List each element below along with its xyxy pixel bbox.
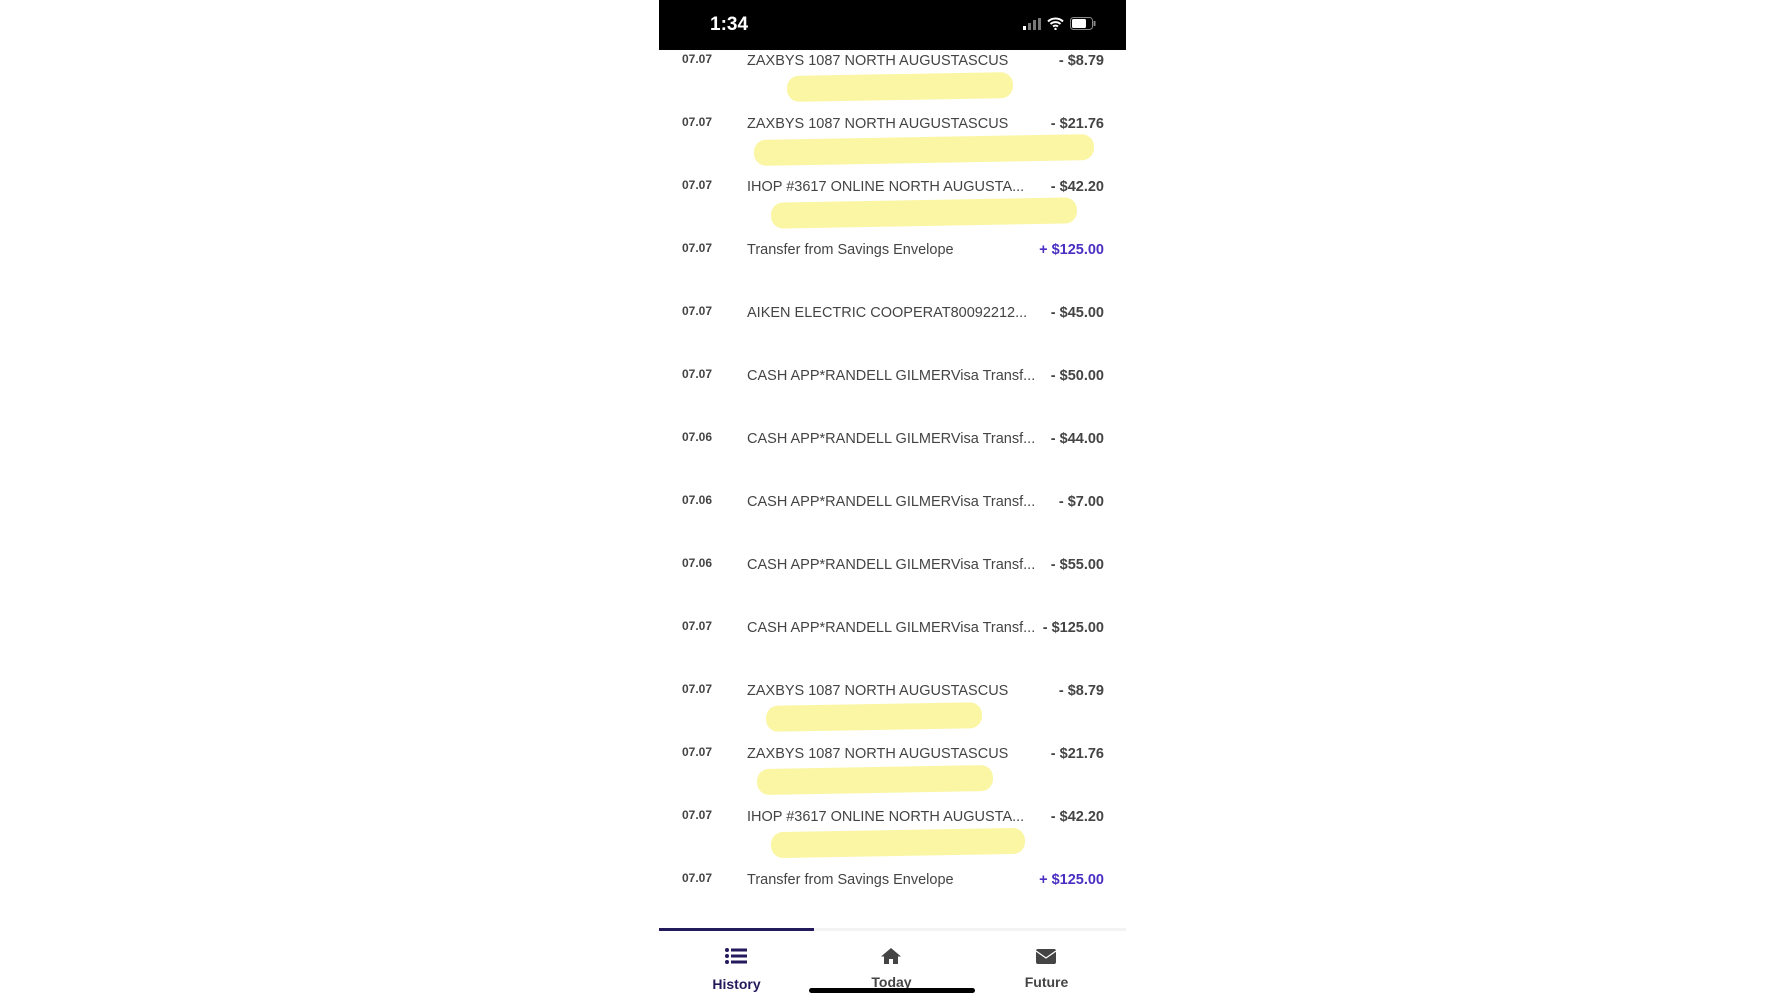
envelope-icon [1035, 949, 1057, 964]
transaction-amount: - $7.00 [1058, 494, 1104, 510]
transaction-date: 07.07 [682, 178, 713, 192]
transaction-description: ZAXBYS 1087 NORTH AUGUSTASCUS [747, 746, 1009, 762]
tab-label: Today [871, 974, 912, 990]
transaction-row[interactable]: 07.07 AIKEN ELECTRIC COOPERAT80092212...… [659, 304, 1126, 367]
transaction-description: ZAXBYS 1087 NORTH AUGUSTASCUS [747, 116, 1009, 132]
transaction-amount: - $42.20 [1050, 179, 1104, 195]
transaction-description: IHOP #3617 ONLINE NORTH AUGUSTA... [747, 179, 1025, 195]
transaction-amount: - $21.76 [1050, 746, 1104, 762]
transaction-date: 07.07 [682, 745, 713, 759]
transaction-description: Transfer from Savings Envelope [747, 872, 954, 888]
tab-future[interactable]: Future [969, 931, 1124, 1000]
highlight-mark [753, 134, 1095, 166]
transaction-date: 07.06 [682, 493, 713, 507]
home-indicator [809, 988, 975, 993]
list-icon [725, 948, 747, 964]
transaction-description: IHOP #3617 ONLINE NORTH AUGUSTA... [747, 809, 1025, 825]
transaction-amount: - $125.00 [1042, 620, 1104, 636]
status-bar: 1:34 [659, 0, 1126, 50]
tab-label: Future [1024, 974, 1069, 990]
transaction-row[interactable]: 07.07 ZAXBYS 1087 NORTH AUGUSTASCUS - $2… [659, 745, 1126, 808]
battery-icon [1070, 17, 1096, 30]
status-time: 1:34 [710, 14, 749, 35]
transaction-row[interactable]: 07.07 IHOP #3617 ONLINE NORTH AUGUSTA...… [659, 808, 1126, 871]
transaction-row[interactable]: 07.07 Transfer from Savings Envelope + $… [659, 241, 1126, 304]
transaction-amount: - $44.00 [1050, 431, 1104, 447]
transaction-date: 07.06 [682, 556, 713, 570]
transaction-date: 07.07 [682, 367, 713, 381]
transaction-description: Transfer from Savings Envelope [747, 242, 954, 258]
transaction-description: ZAXBYS 1087 NORTH AUGUSTASCUS [747, 683, 1009, 699]
transaction-row[interactable]: 07.07 Transfer from Savings Envelope + $… [659, 871, 1126, 934]
transaction-amount: - $8.79 [1058, 53, 1104, 69]
active-tab-indicator [659, 928, 814, 931]
transaction-date: 07.07 [682, 115, 713, 129]
transaction-amount: - $21.76 [1050, 116, 1104, 132]
transaction-date: 07.07 [682, 871, 713, 885]
highlight-mark [770, 827, 1026, 859]
transaction-row[interactable]: 07.07 CASH APP*RANDELL GILMERVisa Transf… [659, 619, 1126, 682]
tab-label: History [712, 976, 761, 992]
transaction-description: AIKEN ELECTRIC COOPERAT80092212... [747, 305, 1028, 321]
transaction-description: CASH APP*RANDELL GILMERVisa Transf... [747, 431, 1036, 447]
phone-screen: 1:34 07.07 ZAXBYS 1087 NORTH AUGUSTASCUS… [659, 0, 1126, 1000]
transaction-amount: - $42.20 [1050, 809, 1104, 825]
transaction-description: CASH APP*RANDELL GILMERVisa Transf... [747, 620, 1036, 636]
tab-today[interactable]: Today [814, 931, 969, 1000]
transaction-amount: + $125.00 [1039, 242, 1104, 258]
transaction-date: 07.07 [682, 682, 713, 696]
transaction-row[interactable]: 07.07 CASH APP*RANDELL GILMERVisa Transf… [659, 367, 1126, 430]
transaction-amount: - $45.00 [1050, 305, 1104, 321]
transaction-description: ZAXBYS 1087 NORTH AUGUSTASCUS [747, 53, 1009, 69]
transaction-date: 07.07 [682, 808, 713, 822]
signal-icon [1023, 17, 1041, 30]
transaction-amount: - $50.00 [1050, 368, 1104, 384]
highlight-mark [756, 764, 994, 796]
transaction-date: 07.07 [682, 619, 713, 633]
highlight-mark [770, 197, 1078, 229]
transaction-description: CASH APP*RANDELL GILMERVisa Transf... [747, 494, 1036, 510]
highlight-mark [786, 72, 1014, 102]
highlight-mark [765, 702, 983, 732]
transaction-row[interactable]: 07.06 CASH APP*RANDELL GILMERVisa Transf… [659, 493, 1126, 556]
wifi-icon [1047, 17, 1064, 30]
transaction-row[interactable]: 07.06 CASH APP*RANDELL GILMERVisa Transf… [659, 430, 1126, 493]
transaction-date: 07.07 [682, 304, 713, 318]
tab-history[interactable]: History [659, 931, 814, 1000]
home-icon [881, 948, 901, 964]
transaction-date: 07.06 [682, 430, 713, 444]
transaction-row[interactable]: 07.06 CASH APP*RANDELL GILMERVisa Transf… [659, 556, 1126, 619]
transaction-row[interactable]: 07.07 ZAXBYS 1087 NORTH AUGUSTASCUS - $8… [659, 52, 1126, 115]
transaction-amount: + $125.00 [1039, 872, 1104, 888]
transaction-description: CASH APP*RANDELL GILMERVisa Transf... [747, 557, 1036, 573]
transaction-row[interactable]: 07.07 ZAXBYS 1087 NORTH AUGUSTASCUS - $8… [659, 682, 1126, 745]
transaction-amount: - $8.79 [1058, 683, 1104, 699]
transaction-row[interactable]: 07.07 IHOP #3617 ONLINE NORTH AUGUSTA...… [659, 178, 1126, 241]
transaction-date: 07.07 [682, 52, 713, 66]
transaction-description: CASH APP*RANDELL GILMERVisa Transf... [747, 368, 1036, 384]
transaction-date: 07.07 [682, 241, 713, 255]
tab-bar: History Today Future [659, 928, 1126, 1000]
transaction-amount: - $55.00 [1050, 557, 1104, 573]
transaction-row[interactable]: 07.07 ZAXBYS 1087 NORTH AUGUSTASCUS - $2… [659, 115, 1126, 178]
